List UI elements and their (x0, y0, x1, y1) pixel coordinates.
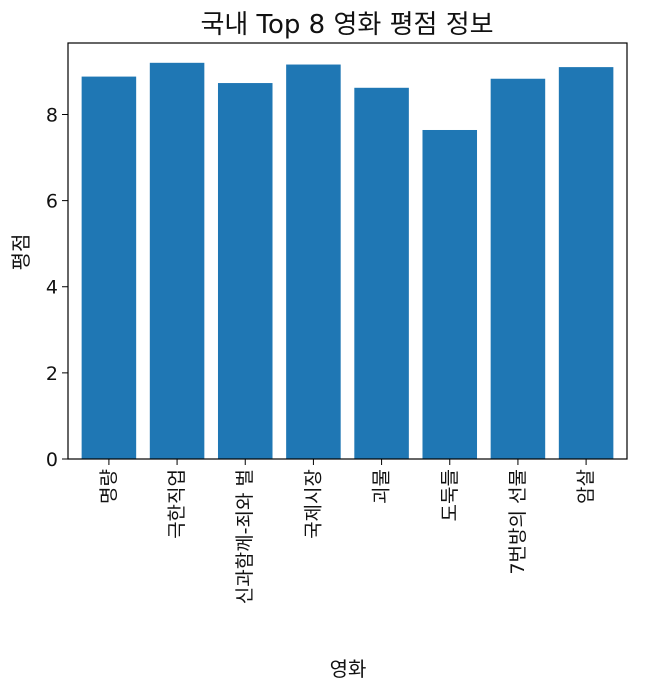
x-tick-label-6: 7번방의 선물 (507, 469, 529, 575)
x-tick-label-7: 암살 (575, 469, 597, 504)
bar-1 (149, 62, 205, 460)
x-tick-label-3: 국제시장 (302, 469, 324, 539)
y-tick-label-3: 6 (46, 191, 58, 213)
bar-0 (81, 76, 137, 460)
y-tick-label-0: 0 (46, 449, 58, 471)
y-tick-label-1: 2 (46, 363, 58, 385)
y-axis: 0 2 4 6 8 (46, 104, 68, 471)
x-axis-label: 영화 (330, 657, 367, 681)
chart-title: 국내 Top 8 영화 평점 정보 (200, 10, 493, 40)
bar-7 (558, 67, 614, 460)
bar-2 (217, 83, 273, 460)
bars-group (81, 62, 614, 460)
bar-3 (286, 64, 341, 459)
y-axis-label: 평점 (9, 234, 33, 271)
x-tick-label-1: 극한직업 (166, 469, 188, 539)
bar-5 (422, 129, 478, 459)
plot-frame (67, 42, 628, 460)
bar-6 (490, 78, 546, 459)
y-tick-label-2: 4 (46, 277, 58, 299)
bar-4 (354, 87, 409, 460)
x-axis: 명량 극한직업 신과함께-죄와 벌 국제시장 괴물 도둑들 7번방의 선물 암살 (98, 459, 597, 604)
x-tick-label-0: 명량 (98, 469, 120, 504)
x-tick-label-2: 신과함께-죄와 벌 (234, 469, 256, 604)
x-tick-label-5: 도둑들 (439, 469, 461, 521)
x-tick-label-4: 괴물 (371, 469, 393, 504)
y-tick-label-4: 8 (46, 104, 58, 126)
